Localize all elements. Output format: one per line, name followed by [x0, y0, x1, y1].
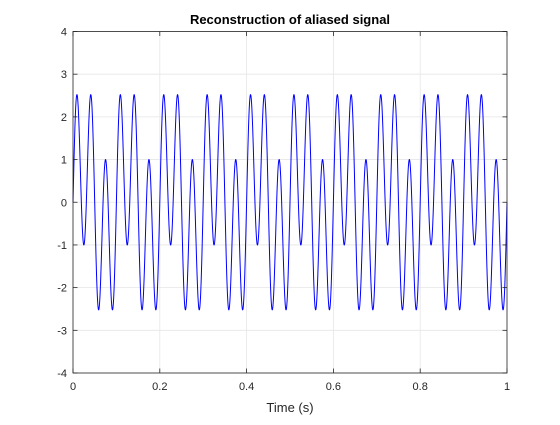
y-tick-label: 1	[61, 155, 67, 167]
chart-title: Reconstruction of aliased signal	[190, 12, 390, 27]
y-tick-label: 3	[61, 69, 67, 81]
y-tick-labels: -4 -3 -2 -1 0 1 2 3 4	[57, 27, 67, 381]
x-tick-label: 0	[70, 381, 76, 393]
x-tick-label: 0.8	[413, 381, 428, 393]
y-tick-label: -2	[57, 283, 67, 295]
x-tick-label: 0.6	[326, 381, 341, 393]
x-tick-label: 1	[504, 381, 510, 393]
y-tick-label: 4	[61, 27, 67, 39]
y-tick-label: -3	[57, 325, 67, 337]
x-axis-label: Time (s)	[266, 400, 313, 415]
x-tick-label: 0.2	[152, 381, 167, 393]
y-tick-label: -4	[57, 368, 67, 380]
y-tick-label: -1	[57, 240, 67, 252]
x-tick-label: 0.4	[239, 381, 254, 393]
x-tick-labels: 0 0.2 0.4 0.6 0.8 1	[70, 381, 510, 393]
y-tick-label: 0	[61, 197, 67, 209]
series-line	[72, 94, 508, 311]
y-tick-label: 2	[61, 112, 67, 124]
series-group	[72, 94, 508, 311]
tick-marks	[72, 31, 508, 374]
